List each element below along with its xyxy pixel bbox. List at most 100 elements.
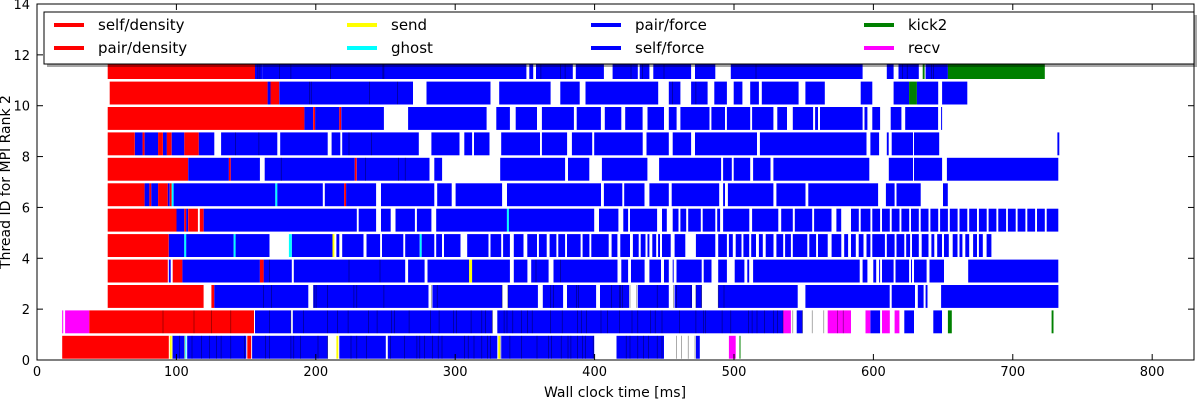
bar-force-thread-8 — [541, 132, 568, 156]
bar-force-thread-8 — [144, 132, 159, 156]
bar-force-thread-5 — [930, 208, 939, 232]
bar-density-thread-8 — [166, 132, 172, 156]
bar-force-thread-6 — [727, 183, 774, 207]
bar-force-thread-2 — [718, 285, 798, 308]
bar-force-thread-8 — [171, 132, 185, 156]
bar-force-thread-3 — [914, 259, 927, 283]
bar-force-thread-9 — [604, 107, 622, 130]
bar-density-thread-3 — [172, 259, 183, 283]
bar-force-thread-3 — [531, 259, 549, 283]
bar-force-thread-5 — [969, 208, 977, 232]
bar-force-thread-3 — [408, 259, 425, 283]
bar-force-thread-5 — [872, 208, 881, 232]
bar-force-thread-4 — [168, 234, 185, 257]
bar-force-thread-3 — [734, 259, 745, 283]
bar-force-thread-9 — [872, 107, 881, 130]
bar-force-thread-5 — [1046, 208, 1059, 232]
bar-density-thread-4 — [107, 234, 169, 257]
bar-force-thread-7 — [753, 157, 771, 181]
bar-force-thread-4 — [728, 234, 733, 257]
bar-recv-thread-0 — [728, 335, 736, 359]
bar-force-thread-0 — [501, 335, 595, 359]
y-tick-label: 2 — [22, 303, 30, 318]
bar-density-thread-5 — [107, 208, 177, 232]
y-tick-label: 14 — [13, 0, 30, 13]
bar-force-thread-5 — [623, 208, 629, 232]
bar-force-thread-4 — [490, 234, 502, 257]
bar-force-thread-8 — [870, 132, 880, 156]
bar-force-thread-5 — [723, 208, 750, 232]
bar-force-thread-3 — [862, 259, 868, 283]
bar-force-thread-9 — [576, 107, 601, 130]
bar-force-thread-4 — [235, 234, 270, 257]
bar-force-thread-3 — [293, 259, 406, 283]
bar-force-thread-9 — [680, 107, 710, 130]
bar-force-thread-6 — [151, 183, 159, 207]
bar-force-thread-7 — [500, 157, 566, 181]
bar-force-thread-4 — [785, 234, 791, 257]
bar-force-thread-9 — [408, 107, 487, 130]
bar-force-thread-9 — [890, 107, 902, 130]
bar-force-thread-8 — [571, 132, 593, 156]
bar-force-thread-4 — [611, 234, 618, 257]
bar-density-thread-5 — [188, 208, 198, 232]
x-axis-label: Wall clock time [ms] — [544, 385, 686, 400]
bar-force-thread-8 — [163, 132, 167, 156]
x-axis-ticks: 0 100 200 300 400 500 600 700 800 — [33, 4, 1165, 380]
bar-force-thread-10 — [585, 81, 659, 105]
bar-force-thread-5 — [911, 208, 919, 232]
bar-force-thread-8 — [759, 132, 867, 156]
bar-force-thread-5 — [1037, 208, 1045, 232]
bar-force-thread-10 — [761, 81, 799, 105]
bar-force-thread-4 — [674, 234, 686, 257]
bar-density-thread-8 — [184, 132, 199, 156]
bar-force-thread-5 — [508, 208, 595, 232]
bar-force-thread-7 — [188, 157, 229, 181]
bar-force-thread-9 — [752, 107, 774, 130]
bar-recv-thread-1 — [882, 310, 890, 334]
bar-force-thread-7 — [888, 157, 913, 181]
x-tick-label: 800 — [1140, 365, 1165, 380]
bar-force-thread-9 — [668, 107, 677, 130]
plot-frame — [36, 3, 1195, 361]
bar-density-thread-2 — [211, 285, 215, 308]
bar-force-thread-5 — [978, 208, 987, 232]
bar-force-thread-9 — [792, 107, 814, 130]
bar-force-thread-4 — [695, 234, 716, 257]
bar-force-thread-3 — [882, 259, 894, 283]
bar-force-thread-3 — [672, 259, 674, 283]
bar-force-thread-11 — [886, 56, 894, 79]
bar-force-thread-8 — [431, 132, 460, 156]
bar-force-thread-4 — [973, 234, 977, 257]
bar-force-thread-5 — [1017, 208, 1026, 232]
bar-force-thread-10 — [560, 81, 580, 105]
bar-force-thread-6 — [603, 183, 623, 207]
bar-force-thread-3 — [263, 259, 292, 283]
bar-force-thread-3 — [676, 259, 702, 283]
bar-force-thread-4 — [872, 234, 885, 257]
bar-force-thread-4 — [866, 234, 871, 257]
bar-force-thread-8 — [342, 132, 419, 156]
bar-force-thread-2 — [805, 285, 890, 308]
bar-force-thread-4 — [921, 234, 929, 257]
bar-force-thread-0 — [339, 335, 386, 359]
bar-force-thread-6 — [507, 183, 601, 207]
bar-force-thread-7 — [773, 157, 870, 181]
bar-force-thread-11 — [529, 56, 534, 79]
bar-force-thread-9 — [864, 107, 868, 130]
bar-force-thread-5 — [901, 208, 910, 232]
bar-force-thread-11 — [639, 56, 650, 79]
bar-force-thread-5 — [949, 208, 958, 232]
bar-force-thread-4 — [640, 234, 646, 257]
bar-force-thread-4 — [336, 234, 340, 257]
bar-force-thread-5 — [672, 208, 679, 232]
bar-force-thread-4 — [591, 234, 609, 257]
bar-force-thread-2 — [637, 285, 669, 308]
bar-force-thread-4 — [886, 234, 895, 257]
bar-force-thread-3 — [968, 259, 1059, 283]
bar-force-thread-4 — [658, 234, 660, 257]
bar-force-thread-4 — [421, 234, 435, 257]
bar-force-thread-3 — [631, 259, 645, 283]
x-tick-label: 400 — [582, 365, 607, 380]
bar-force-thread-1 — [796, 310, 803, 334]
